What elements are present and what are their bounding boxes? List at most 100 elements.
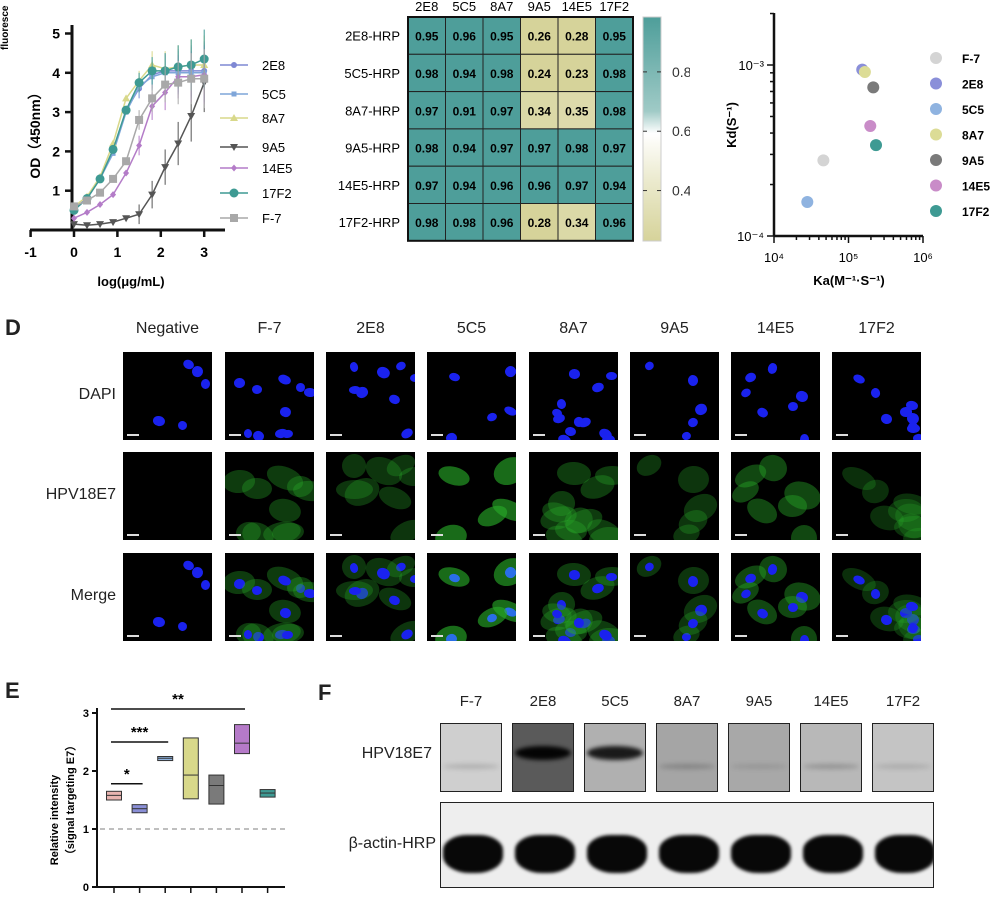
cell-cytoplasm (267, 496, 303, 525)
heatmap-cell (520, 203, 559, 242)
relative-intensity-chart: Relative intensity （signal targeting E7）… (49, 691, 285, 894)
column-label: 2E8 (356, 320, 385, 337)
nucleus (568, 368, 581, 380)
data-point (84, 208, 91, 216)
scale-bar (127, 434, 139, 436)
cell-cytoplasm (339, 452, 369, 481)
legend-label: 8A7 (262, 111, 285, 126)
x-axis-label: log(μg/mL) (97, 274, 164, 289)
scale-bar (533, 534, 545, 536)
legend-label: 8A7 (962, 129, 984, 143)
micrograph-merge (225, 553, 314, 641)
scale-bar (431, 635, 443, 637)
cell-value: 0.95 (415, 30, 439, 44)
legend-label: 5C5 (262, 87, 286, 102)
micrograph-dapi (529, 352, 618, 440)
nucleus (303, 387, 314, 397)
scale-bar (634, 534, 646, 536)
e7-blot-lane (728, 723, 790, 792)
column-label: 8A7 (559, 320, 588, 337)
nucleus (278, 405, 292, 418)
y-tick-label: 1 (52, 183, 60, 199)
actin-band (443, 835, 503, 873)
row-label: 8A7-HRP (345, 103, 400, 118)
data-point (122, 215, 131, 223)
scale-bar (735, 534, 747, 536)
scale-bar (836, 534, 848, 536)
data-point (70, 202, 78, 211)
heatmap-cell (482, 16, 521, 55)
colorbar-label: 0.6 (672, 123, 690, 139)
data-point (161, 80, 170, 89)
nucleus (799, 433, 809, 440)
data-point (148, 191, 157, 199)
column-label: 5C5 (456, 320, 487, 337)
row-label: 9A5-HRP (345, 141, 400, 156)
nucleus (880, 412, 894, 425)
data-point (96, 221, 105, 229)
data-point-5C5 (801, 196, 814, 209)
y-tick-label: 3 (83, 708, 89, 720)
cell-value: 0.98 (565, 142, 589, 156)
e7-blot-lane (584, 723, 646, 792)
e7-band (443, 764, 499, 769)
data-point (134, 78, 144, 88)
actin-band (875, 835, 933, 873)
cell-cytoplasm (375, 482, 415, 515)
nucleus (590, 381, 605, 394)
nucleus (152, 415, 166, 427)
nucleus (743, 370, 758, 384)
cell-cytoplasm (676, 465, 710, 495)
nucleus (200, 378, 210, 390)
e7-band (659, 764, 715, 769)
column-label: 14E5 (562, 0, 592, 14)
x-tick-label: -1 (24, 244, 37, 260)
data-point (123, 169, 130, 177)
y-tick-label: 2 (52, 143, 60, 159)
data-point (108, 144, 118, 154)
cut-axis-label: fluoresce (0, 5, 11, 50)
nucleus (176, 420, 188, 432)
heatmap-cell (520, 165, 559, 204)
column-label: F-7 (257, 320, 282, 337)
column-label: 17F2 (599, 0, 629, 14)
nucleus (502, 404, 516, 418)
e7-band (587, 746, 643, 760)
column-label: Negative (135, 320, 200, 337)
nucleus (176, 621, 188, 633)
cell-value: 0.28 (565, 30, 589, 44)
panel-label-d: D (5, 315, 21, 340)
legend-marker (930, 52, 942, 64)
micrograph-dapi (326, 352, 415, 440)
micrograph-hpv18e7 (427, 452, 516, 540)
scale-bar (127, 635, 139, 637)
cell-value: 0.94 (603, 179, 627, 193)
x-tick-label: 10⁵ (839, 250, 859, 265)
data-point (109, 174, 118, 183)
legend-marker (230, 214, 238, 222)
y-tick-label: 2 (83, 766, 89, 778)
row-label: β-actin-HRP (348, 835, 436, 852)
cell-value: 0.98 (415, 216, 439, 230)
significance-label: ** (172, 691, 184, 708)
y-tick-label: 3 (52, 104, 60, 120)
e7-blot-lane (512, 723, 574, 792)
scale-bar (735, 635, 747, 637)
nucleus (485, 411, 499, 423)
actin-band (659, 835, 719, 873)
heatmap-border (407, 16, 634, 242)
e7-blot-lane (440, 723, 502, 792)
row-label: 14E5-HRP (338, 178, 400, 193)
heatmap-cell (595, 128, 634, 167)
row-label: DAPI (78, 386, 116, 403)
data-point-9A5 (867, 81, 880, 94)
y-tick-label: 1 (83, 824, 89, 836)
data-point (147, 66, 157, 76)
heatmap-cell (595, 203, 634, 242)
micrograph-merge (326, 553, 415, 641)
heatmap-cell (520, 128, 559, 167)
heatmap-cell (445, 16, 484, 55)
scale-bar (330, 534, 342, 536)
legend-marker (930, 77, 942, 90)
data-point (83, 196, 92, 205)
